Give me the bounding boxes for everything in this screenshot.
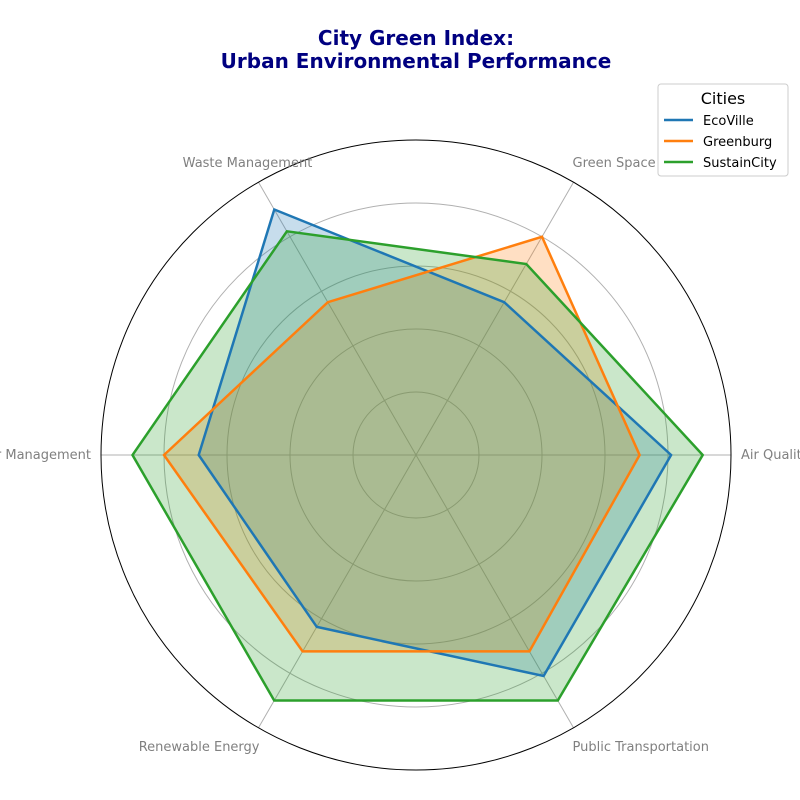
axis-label-layer: Air Quality Green Space Waste Management Wa… [0,156,800,755]
axis-label-green-space: Green Space [573,156,656,171]
spoke-5 [415,454,574,729]
spoke-4 [258,454,417,729]
chart-title-line-2: Urban Environmental Performance [221,49,612,73]
outer-frame [100,139,732,771]
axis-label-public-transportation: Public Transportation [573,740,709,755]
series-line-greenburg [162,235,641,653]
series-fill-greenburg [164,236,640,652]
axis-label-air-quality: Air Quality [741,448,800,463]
series-line-ecoville [197,207,673,678]
spoke-2 [258,181,417,456]
legend-items: EcoVille Greenburg SustainCity [664,114,777,171]
legend-frame [657,83,789,177]
spoke-1 [415,181,574,456]
series-line-sustaincity [131,229,705,702]
legend-label-sustaincity: SustainCity [703,156,777,171]
series-fill-sustaincity [132,231,703,701]
series-fill-ecoville [198,209,672,676]
series-layer [131,207,705,702]
axis-label-water-management: Water Management [0,448,91,463]
legend: Cities EcoVille Greenburg SustainCity [657,83,789,177]
legend-label-greenburg: Greenburg [703,135,772,150]
legend-label-ecoville: EcoVille [703,114,754,129]
axis-label-renewable-energy: Renewable Energy [139,740,260,755]
chart-title-line-1: City Green Index: [318,26,514,50]
grid-layer [100,139,732,771]
axis-label-waste-management: Waste Management [183,156,313,171]
legend-title: Cities [701,89,746,108]
